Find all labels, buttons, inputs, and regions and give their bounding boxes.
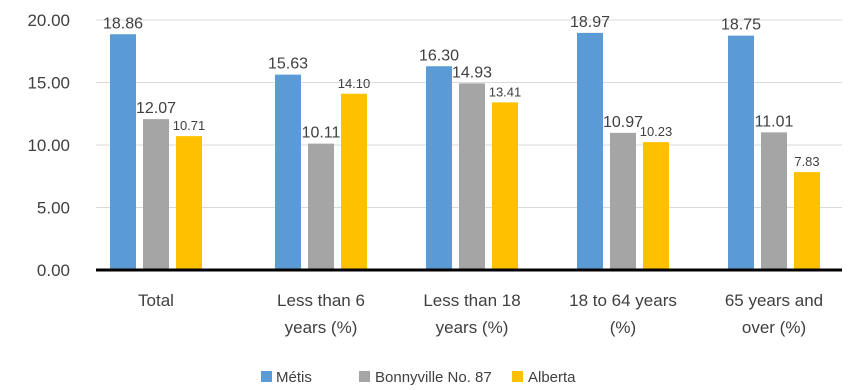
legend-swatch: [359, 371, 370, 382]
x-tick-label: Less than 6: [277, 291, 365, 310]
y-tick-label: 0.00: [37, 261, 70, 280]
bar: [459, 83, 485, 270]
bar: [426, 66, 452, 270]
x-tick-label: over (%): [742, 318, 806, 337]
data-label: 7.83: [794, 154, 819, 169]
x-tick-label: Less than 18: [423, 291, 520, 310]
bar: [577, 32, 603, 270]
data-label: 11.01: [755, 113, 794, 130]
legend-label: Alberta: [528, 369, 576, 386]
bar: [728, 35, 754, 270]
bar: [110, 34, 136, 270]
data-label: 15.63: [268, 56, 308, 73]
y-tick-label: 20.00: [27, 11, 70, 30]
bar: [308, 143, 334, 270]
x-axis: Total Less than 6 years (%) Less than 18 yea…: [96, 268, 842, 337]
bar: [492, 102, 518, 270]
value-labels: 18.86 15.63 16.30 18.97 18.75 12.07 10.11 14.93…: [103, 14, 820, 169]
legend-label: Bonnyville No. 87: [375, 369, 492, 386]
data-label: 14.10: [338, 76, 371, 91]
x-tick-label: years (%): [436, 318, 509, 337]
legend-swatch: [512, 371, 523, 382]
data-label: 10.71: [173, 118, 206, 133]
data-label: 18.97: [570, 14, 610, 31]
bar: [761, 132, 787, 270]
data-label: 10.23: [640, 124, 673, 139]
y-tick-label: 15.00: [27, 74, 70, 93]
y-tick-label: 5.00: [37, 199, 70, 218]
data-label: 18.75: [721, 17, 761, 34]
y-axis: 0.00 5.00 10.00 15.00 20.00: [27, 11, 70, 280]
legend-item: Alberta: [512, 369, 576, 386]
bar: [794, 172, 820, 270]
bar: [275, 74, 301, 270]
legend-label: Métis: [276, 369, 312, 386]
bars: [110, 32, 820, 270]
data-label: 16.30: [419, 47, 459, 64]
y-tick-label: 10.00: [27, 136, 70, 155]
data-label: 10.11: [302, 125, 341, 142]
bar: [610, 132, 636, 270]
legend-swatch: [261, 371, 272, 382]
x-tick-label: (%): [610, 318, 636, 337]
bar: [341, 93, 367, 270]
data-label: 10.97: [603, 114, 643, 131]
x-tick-label: 18 to 64 years: [569, 291, 677, 310]
legend: Métis Bonnyville No. 87 Alberta: [261, 369, 576, 386]
data-label: 18.86: [103, 15, 143, 32]
data-label: 14.93: [452, 64, 492, 81]
legend-item: Métis: [261, 369, 312, 386]
data-label: 13.41: [489, 84, 522, 99]
data-label: 12.07: [136, 100, 176, 117]
bar: [143, 119, 169, 270]
bar: [643, 142, 669, 270]
bar: [176, 136, 202, 270]
x-tick-label: Total: [138, 291, 174, 310]
x-tick-label: years (%): [285, 318, 358, 337]
x-tick-label: 65 years and: [725, 291, 823, 310]
legend-item: Bonnyville No. 87: [359, 369, 492, 386]
